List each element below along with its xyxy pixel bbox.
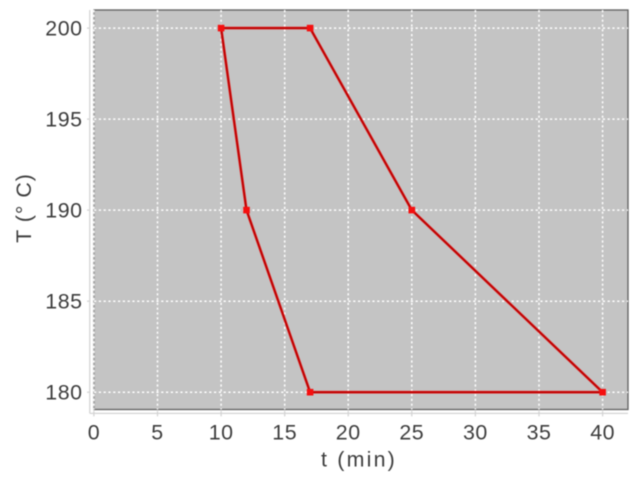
svg-text:0: 0 bbox=[88, 421, 100, 445]
svg-text:10: 10 bbox=[209, 421, 234, 445]
svg-text:195: 195 bbox=[45, 108, 82, 132]
svg-text:30: 30 bbox=[463, 421, 488, 445]
svg-text:35: 35 bbox=[527, 421, 552, 445]
svg-text:T (° C): T (° C) bbox=[12, 173, 36, 243]
svg-text:200: 200 bbox=[45, 17, 82, 41]
svg-text:5: 5 bbox=[151, 421, 163, 445]
svg-text:15: 15 bbox=[272, 421, 297, 445]
svg-text:185: 185 bbox=[45, 290, 82, 314]
svg-text:190: 190 bbox=[45, 199, 82, 223]
svg-text:t (min): t (min) bbox=[321, 448, 397, 472]
svg-text:20: 20 bbox=[336, 421, 361, 445]
svg-text:40: 40 bbox=[590, 421, 615, 445]
svg-text:25: 25 bbox=[399, 421, 424, 445]
svg-text:180: 180 bbox=[45, 381, 82, 405]
